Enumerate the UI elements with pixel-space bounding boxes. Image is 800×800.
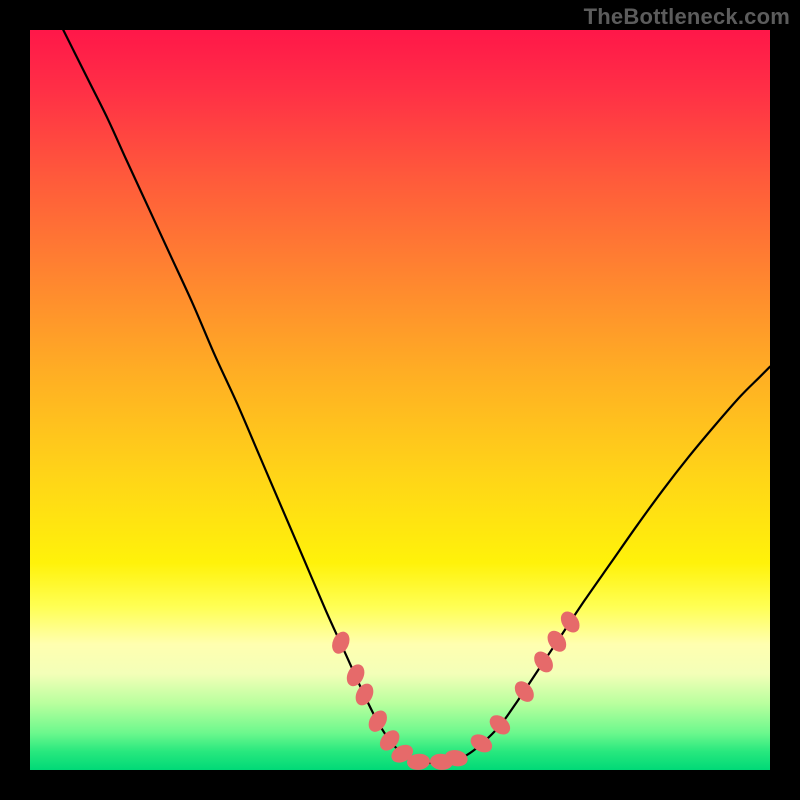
plot-svg bbox=[30, 30, 770, 770]
plot-area bbox=[30, 30, 770, 770]
chart-frame: TheBottleneck.com bbox=[0, 0, 800, 800]
gradient-background bbox=[30, 30, 770, 770]
watermark-text: TheBottleneck.com bbox=[584, 4, 790, 30]
